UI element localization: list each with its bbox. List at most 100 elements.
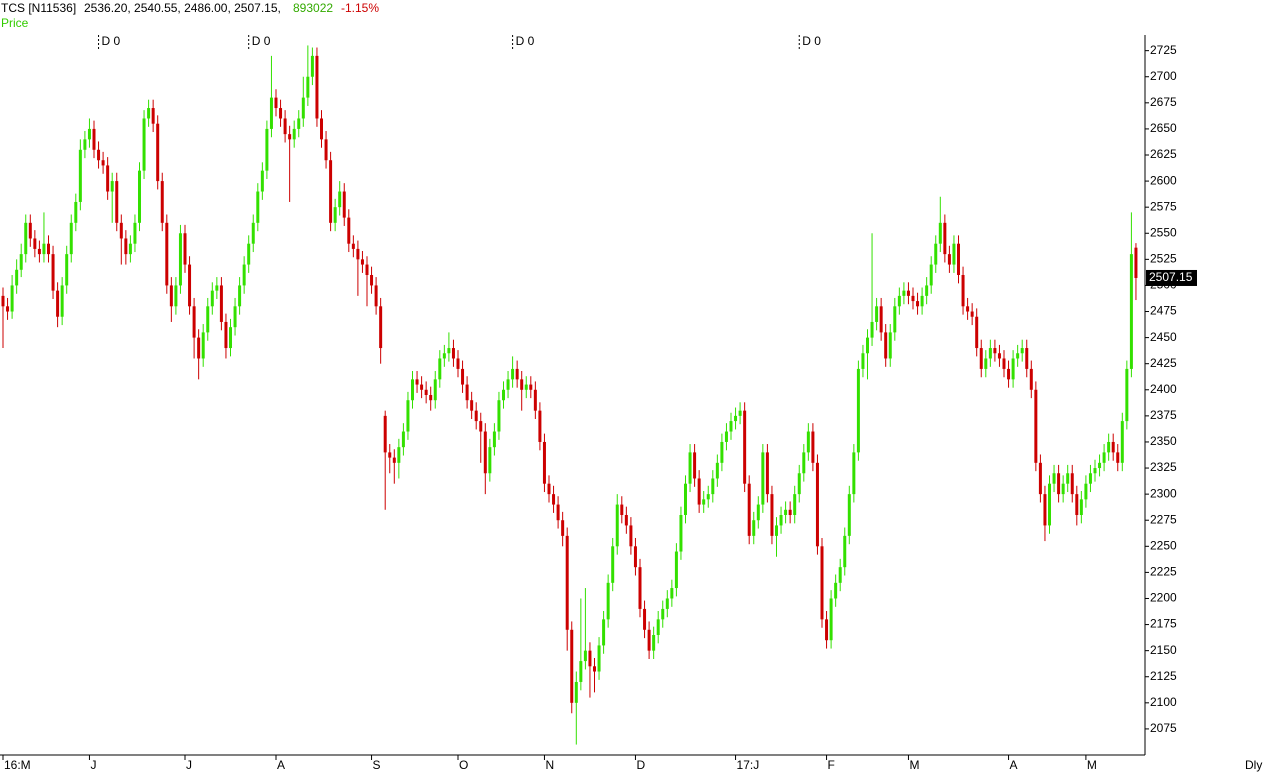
- candle-body: [201, 332, 205, 359]
- candle-body: [383, 415, 387, 453]
- candle-body: [324, 139, 328, 161]
- candle-body: [524, 384, 528, 390]
- candle-body: [838, 567, 842, 583]
- candle-body: [1134, 247, 1138, 278]
- candle-body: [938, 222, 942, 244]
- candle-body: [269, 97, 273, 129]
- candle-body: [752, 520, 756, 536]
- candle-body: [756, 504, 760, 521]
- candle-body: [788, 509, 792, 515]
- candle-body: [943, 222, 947, 255]
- candle-body: [178, 233, 182, 286]
- candle-body: [697, 478, 701, 505]
- candle-body: [169, 285, 173, 307]
- candle-body: [747, 483, 751, 536]
- candle-body: [347, 217, 351, 244]
- candle-body: [151, 108, 155, 124]
- header-change: -1.15%: [341, 1, 379, 15]
- candle-body: [538, 410, 542, 442]
- candle-body: [292, 128, 296, 140]
- candle-body: [6, 306, 10, 312]
- candle-body: [133, 222, 137, 244]
- candle-body: [884, 332, 888, 359]
- period-label: Dly: [1245, 758, 1262, 772]
- candle-body: [142, 118, 146, 171]
- candle-body: [761, 452, 765, 505]
- candle-body: [779, 515, 783, 526]
- candle-body: [925, 285, 929, 296]
- candle-body: [138, 170, 141, 223]
- candle-body: [670, 588, 674, 599]
- candle-body: [638, 567, 642, 609]
- y-tick-label: 2425: [1150, 356, 1177, 370]
- y-tick-label: 2675: [1150, 95, 1177, 109]
- candle-body: [1102, 452, 1106, 463]
- candle-body: [674, 551, 678, 589]
- y-tick-label: 2325: [1150, 460, 1177, 474]
- candle-body: [597, 645, 601, 672]
- candle-body: [879, 306, 883, 333]
- candle-body: [652, 635, 656, 651]
- x-tick-label: N: [545, 758, 554, 772]
- candle-body: [351, 243, 355, 249]
- candle-body: [283, 118, 287, 135]
- panel-label: Price: [1, 16, 29, 30]
- candle-body: [984, 358, 988, 369]
- candle-body: [870, 321, 874, 338]
- candle-body: [1025, 348, 1029, 369]
- candle-body: [1066, 473, 1070, 484]
- y-tick-label: 2450: [1150, 330, 1177, 344]
- candle-body: [256, 191, 260, 223]
- candle-body: [1075, 494, 1079, 515]
- candle-body: [724, 431, 728, 442]
- candle-body: [875, 306, 879, 322]
- candle-body: [720, 441, 724, 463]
- candle-body: [370, 275, 374, 286]
- candle-body: [738, 410, 742, 416]
- candle-body: [115, 181, 119, 223]
- candle-body: [961, 275, 965, 307]
- x-tick-label: A: [277, 758, 285, 772]
- candle-body: [1107, 441, 1111, 453]
- candle-body: [1120, 421, 1124, 463]
- candle-body: [92, 128, 96, 150]
- candle-body: [110, 181, 114, 192]
- candle-body: [629, 525, 633, 547]
- candle-body: [906, 290, 910, 296]
- candle-body: [520, 379, 524, 390]
- header-ohlc: 2536.20, 2540.55, 2486.00, 2507.15,: [84, 1, 281, 15]
- candle-body: [583, 650, 587, 662]
- y-tick-label: 2375: [1150, 408, 1177, 422]
- candle-body: [447, 348, 451, 354]
- candle-body: [60, 285, 64, 317]
- candle-body: [233, 306, 237, 328]
- candle-body: [306, 76, 310, 98]
- y-tick-label: 2300: [1150, 486, 1177, 500]
- candle-body: [242, 264, 246, 286]
- candle-body: [1125, 368, 1129, 422]
- candle-body: [656, 619, 660, 635]
- last-price-label: 2507.15: [1149, 270, 1193, 284]
- candle-body: [42, 243, 46, 255]
- candle-body: [119, 222, 123, 239]
- candle-body: [406, 400, 410, 432]
- x-tick-label: J: [90, 758, 96, 772]
- candle-body: [379, 306, 383, 349]
- candle-body: [420, 384, 424, 390]
- candle-body: [51, 254, 55, 291]
- candle-body: [424, 389, 428, 395]
- candle-body: [174, 285, 178, 307]
- candle-body: [888, 332, 892, 359]
- candle-body: [611, 546, 615, 583]
- candle-body: [957, 243, 960, 275]
- candle-body: [1052, 473, 1056, 484]
- candle-body: [734, 415, 738, 422]
- candle-body: [1007, 368, 1011, 380]
- candle-body: [743, 410, 747, 484]
- candle-body: [356, 248, 360, 260]
- candle-body: [229, 327, 232, 349]
- y-tick-label: 2200: [1150, 591, 1177, 605]
- candle-body: [770, 494, 774, 536]
- candle-body: [552, 494, 556, 505]
- candle-body: [492, 431, 496, 448]
